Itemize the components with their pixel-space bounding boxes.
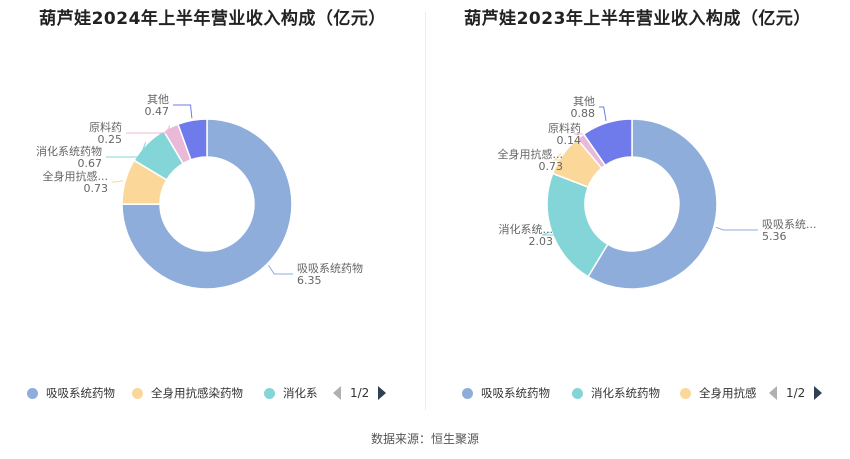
legend-pager: 1/2 <box>333 383 387 403</box>
leader-line <box>112 180 124 183</box>
legend-label: 消化系统药物 <box>591 386 660 400</box>
slice-name-label: 其他 <box>147 93 169 106</box>
slice-value-label: 0.67 <box>78 157 103 170</box>
legend-item[interactable]: 消化系统药物 <box>572 383 660 403</box>
page-indicator: 1/2 <box>350 386 370 400</box>
slice-value-label: 0.14 <box>557 134 582 147</box>
next-page-icon[interactable] <box>814 386 823 400</box>
chart-title: 葫芦娃2023年上半年营业收入构成（亿元） <box>464 9 811 29</box>
legend-item[interactable]: 全身用抗感染药物 <box>132 383 243 403</box>
legend-label: 全身用抗感染药物 <box>151 386 243 400</box>
legend-label: 吸吸系统药物 <box>481 386 550 400</box>
slice-name-label: 原料药 <box>89 120 122 134</box>
panel-divider <box>425 12 426 410</box>
slice-name-label: 其他 <box>573 95 595 108</box>
donut-slice[interactable] <box>121 118 293 290</box>
legend-dot-icon <box>572 387 583 399</box>
slice-value-label: 6.35 <box>297 274 322 287</box>
leader-line <box>553 153 567 161</box>
slice-name-label: 消化系统... <box>499 222 554 236</box>
slice-name-label: 吸吸系统药物 <box>297 261 363 275</box>
leader-line <box>106 142 147 158</box>
slice-name-label: 原料药 <box>548 121 581 135</box>
legend: 吸吸系统药物 消化系统药物 全身用抗感 1/2 <box>425 383 850 405</box>
legend-dot-icon <box>132 387 143 399</box>
legend-label: 全身用抗感 <box>699 386 757 400</box>
leader-line <box>541 231 557 236</box>
legend-dot-icon <box>680 387 691 399</box>
legend-pager: 1/2 <box>769 383 823 403</box>
legend-dot-icon <box>264 387 275 399</box>
legend-item[interactable]: 吸吸系统药物 <box>462 383 550 403</box>
prev-page-icon[interactable] <box>769 386 777 400</box>
leader-line <box>126 125 171 134</box>
slice-name-label: 吸吸系统... <box>762 218 817 231</box>
legend-item[interactable]: 全身用抗感 <box>680 383 761 403</box>
slice-value-label: 0.47 <box>145 105 170 118</box>
prev-page-icon[interactable] <box>333 386 341 400</box>
chart-2023: 葫芦娃2023年上半年营业收入构成（亿元） 吸吸系统... 5.36 消化系统...… <box>425 0 850 420</box>
next-page-icon[interactable] <box>378 386 387 400</box>
donut-slice[interactable] <box>176 118 208 161</box>
slice-value-label: 5.36 <box>762 230 787 243</box>
legend-item[interactable]: 吸吸系统药物 <box>27 383 115 403</box>
legend: 吸吸系统药物 全身用抗感染药物 消化系 1/2 <box>0 383 425 405</box>
slice-name-label: 全身用抗感... <box>498 147 564 161</box>
slice-value-label: 0.73 <box>84 182 109 195</box>
leader-line <box>599 106 607 122</box>
slice-value-label: 0.73 <box>539 160 564 173</box>
page-indicator: 1/2 <box>786 386 806 400</box>
leader-line <box>715 226 758 231</box>
donut-slice[interactable] <box>582 118 633 167</box>
legend-dot-icon <box>27 387 38 399</box>
leader-line <box>268 265 293 275</box>
slice-name-label: 消化系统药物 <box>36 144 102 158</box>
legend-label: 消化系 <box>283 386 318 400</box>
leader-line <box>574 133 585 136</box>
leader-line <box>173 104 193 119</box>
slice-value-label: 2.03 <box>529 235 554 248</box>
legend-item[interactable]: 消化系 <box>264 383 320 403</box>
donut-slice[interactable] <box>587 118 718 290</box>
chart-2024: 葫芦娃2024年上半年营业收入构成（亿元） 吸吸系统药物 6.35 全身用抗感...… <box>0 0 425 420</box>
slice-value-label: 0.88 <box>571 107 596 120</box>
donut-chart: 吸吸系统...5.36 消化系统...2.03 全身用抗感...0.73 原料药0.1… <box>498 95 817 290</box>
legend-dot-icon <box>462 387 473 399</box>
legend-label: 吸吸系统药物 <box>46 386 115 400</box>
slice-name-label: 全身用抗感... <box>43 169 109 183</box>
data-source: 数据来源：恒生聚源 <box>370 432 479 446</box>
chart-title: 葫芦娃2024年上半年营业收入构成（亿元） <box>39 9 386 29</box>
slice-value-label: 0.25 <box>98 133 123 146</box>
